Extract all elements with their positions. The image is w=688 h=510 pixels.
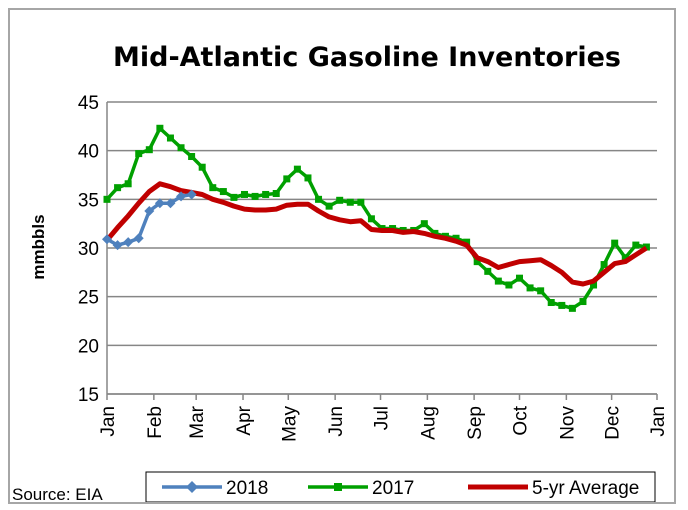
data-point xyxy=(188,153,196,161)
series-group xyxy=(102,124,650,312)
y-tick-label: 20 xyxy=(78,336,99,357)
data-point xyxy=(102,234,112,245)
data-point xyxy=(463,238,471,246)
data-point xyxy=(262,190,270,198)
legend-marker xyxy=(186,481,198,493)
x-tick-label: Mar xyxy=(187,405,208,438)
data-point xyxy=(304,174,312,182)
data-point xyxy=(367,215,375,223)
data-point xyxy=(558,301,566,309)
data-point xyxy=(177,144,185,152)
data-point xyxy=(144,206,155,217)
data-point xyxy=(154,198,165,209)
x-tick-label: Oct xyxy=(511,405,532,435)
data-point xyxy=(165,198,176,209)
data-point xyxy=(283,175,291,183)
data-point xyxy=(431,229,439,237)
legend-marker xyxy=(334,483,342,491)
source-note: Source: EIA xyxy=(12,485,103,502)
series-line-2 xyxy=(105,181,648,287)
data-point xyxy=(114,184,122,192)
grid xyxy=(107,101,657,395)
data-point xyxy=(547,299,555,307)
data-point xyxy=(156,124,164,132)
legend-label: 5-yr Average xyxy=(532,478,639,499)
data-point xyxy=(135,150,143,158)
y-tick-label: 15 xyxy=(78,385,99,406)
x-tick-label: Jul xyxy=(372,406,393,430)
data-point xyxy=(112,240,123,251)
y-tick-label: 25 xyxy=(78,288,99,309)
data-point xyxy=(272,189,280,197)
data-point xyxy=(632,241,640,249)
data-point xyxy=(537,287,545,295)
data-point xyxy=(505,281,513,289)
x-tick-label: Sep xyxy=(465,406,486,440)
x-tick-label: Nov xyxy=(557,406,578,440)
data-point xyxy=(124,180,132,188)
legend-label: 2018 xyxy=(226,478,268,499)
data-point xyxy=(579,298,587,306)
data-point xyxy=(420,220,428,228)
data-point xyxy=(198,163,206,171)
x-tick-label: Jan xyxy=(98,406,119,437)
data-point xyxy=(241,190,248,198)
data-point xyxy=(642,243,650,251)
data-point xyxy=(315,195,323,203)
x-tick-label: Aug xyxy=(418,406,439,440)
y-tick-label: 45 xyxy=(78,93,99,114)
data-point xyxy=(452,234,460,242)
x-tick-label: Feb xyxy=(145,406,166,439)
y-tick-label: 35 xyxy=(78,190,99,211)
data-point xyxy=(145,146,153,154)
data-point xyxy=(526,284,534,292)
data-point xyxy=(590,281,598,289)
y-tick-label: 30 xyxy=(78,239,99,260)
data-point xyxy=(166,134,174,142)
data-point xyxy=(473,258,481,266)
legend: 2018 2017 5-yr Average xyxy=(145,471,656,502)
data-point xyxy=(293,165,301,173)
x-tick-label: Apr xyxy=(234,405,255,435)
axes: 15 20 25 30 35 40 45 Jan Feb Mar Apr May Jun Jul Aug Se… xyxy=(78,93,669,442)
data-point xyxy=(251,192,259,200)
legend-box xyxy=(145,471,656,502)
series-line-1 xyxy=(105,126,647,311)
data-point xyxy=(494,277,502,285)
data-point xyxy=(103,195,111,203)
y-axis-label: mmbbls xyxy=(29,214,48,279)
data-point xyxy=(209,184,217,192)
x-tick-label: Jun xyxy=(326,406,347,437)
data-point xyxy=(123,237,134,248)
data-point xyxy=(621,254,629,262)
x-tick-label: Jan xyxy=(648,406,669,437)
data-point xyxy=(357,198,365,206)
data-point xyxy=(600,261,608,269)
data-point xyxy=(336,196,344,204)
chart-title: Mid-Atlantic Gasoline Inventories xyxy=(113,42,621,73)
data-point xyxy=(230,193,238,201)
chart-frame: Mid-Atlantic Gasoline Inventories mmbbls… xyxy=(8,8,676,504)
data-point xyxy=(484,267,492,275)
x-tick-label: May xyxy=(279,406,300,442)
series-line-0 xyxy=(106,192,192,247)
data-point xyxy=(346,198,354,206)
data-point xyxy=(516,274,523,282)
data-point xyxy=(568,304,576,312)
data-point xyxy=(176,191,187,202)
chart: Mid-Atlantic Gasoline Inventories mmbbls… xyxy=(12,42,669,502)
legend-label: 2017 xyxy=(372,478,414,499)
y-tick-label: 40 xyxy=(78,142,99,163)
data-point xyxy=(133,233,144,244)
data-point xyxy=(219,188,227,196)
x-tick-label: Dec xyxy=(603,406,624,440)
data-point xyxy=(186,189,197,200)
data-point xyxy=(325,202,333,210)
data-point xyxy=(611,239,619,247)
